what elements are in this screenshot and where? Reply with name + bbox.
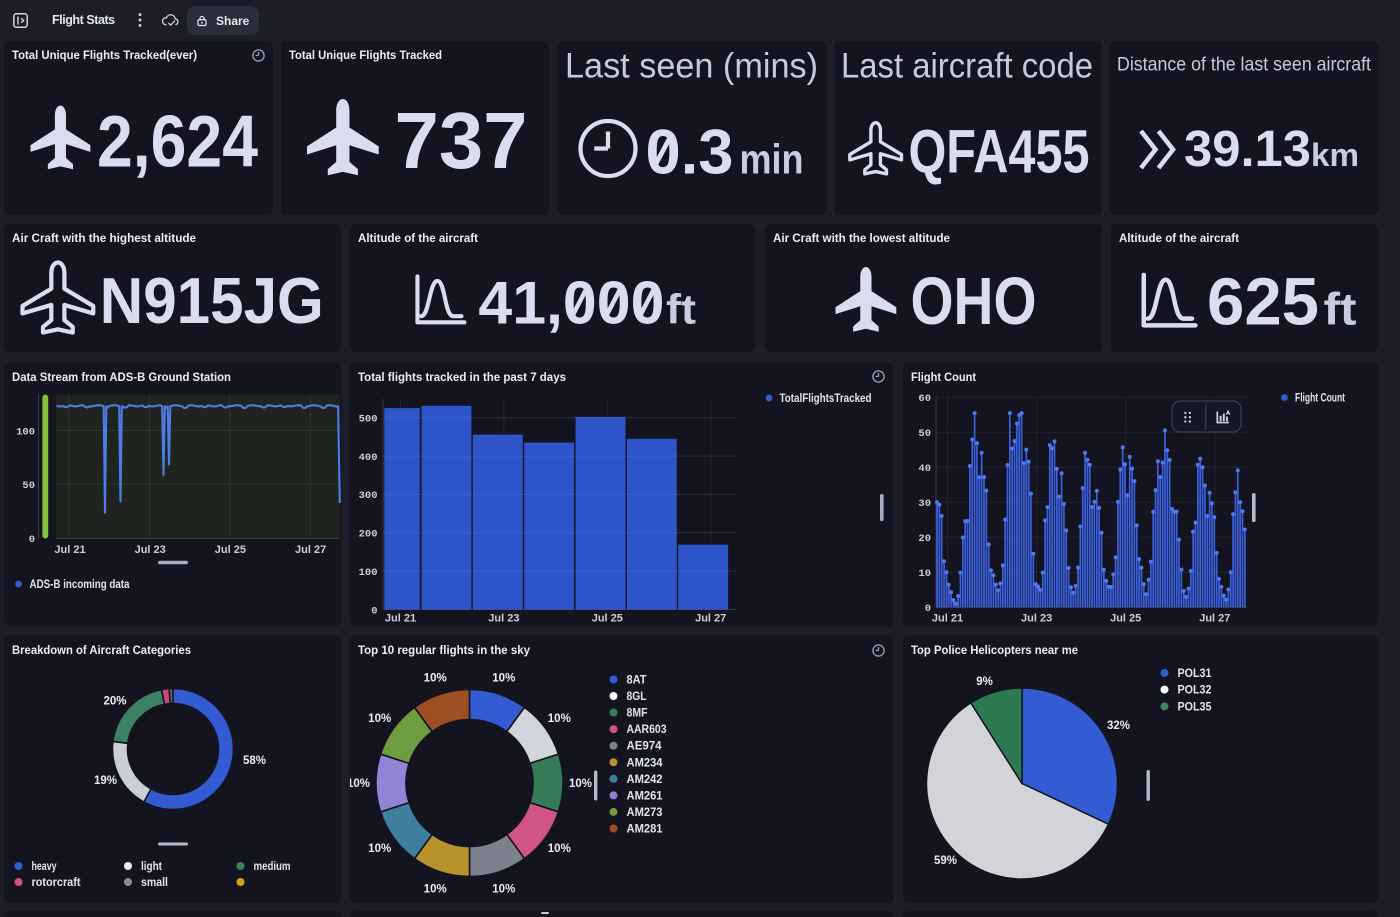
svg-text:10%: 10% — [368, 843, 391, 855]
svg-text:small: small — [141, 877, 168, 889]
svg-text:Flight Count: Flight Count — [1295, 393, 1345, 405]
svg-text:Last seen (mins): Last seen (mins) — [565, 47, 818, 86]
svg-text:Jul 25: Jul 25 — [215, 544, 246, 556]
svg-text:Jul 23: Jul 23 — [1021, 613, 1052, 625]
svg-text:AE974: AE974 — [627, 741, 663, 753]
svg-text:Altitude of the aircraft: Altitude of the aircraft — [1119, 233, 1239, 245]
svg-text:10%: 10% — [368, 713, 391, 725]
svg-text:OHO: OHO — [910, 264, 1036, 339]
svg-text:40: 40 — [918, 463, 931, 475]
svg-text:AM234: AM234 — [627, 757, 664, 769]
svg-text:Jul 25: Jul 25 — [592, 613, 623, 625]
svg-text:10%: 10% — [569, 778, 592, 790]
svg-text:50: 50 — [22, 480, 35, 492]
svg-text:TotalFlightsTracked: TotalFlightsTracked — [780, 393, 872, 405]
svg-text:Jul 21: Jul 21 — [385, 613, 416, 625]
svg-text:Jul 23: Jul 23 — [488, 613, 519, 625]
svg-text:20%: 20% — [103, 696, 126, 708]
svg-text:30: 30 — [918, 498, 931, 510]
svg-text:AM281: AM281 — [627, 823, 664, 835]
svg-text:medium: medium — [254, 861, 291, 873]
svg-text:9%: 9% — [976, 676, 993, 688]
svg-text:8MF: 8MF — [627, 708, 648, 720]
svg-text:Total flights tracked in the p: Total flights tracked in the past 7 days — [358, 372, 566, 384]
svg-text:0.3: 0.3 — [646, 118, 734, 188]
svg-text:ADS-B incoming data: ADS-B incoming data — [30, 579, 131, 591]
svg-text:200: 200 — [359, 529, 378, 541]
svg-text:10%: 10% — [548, 843, 571, 855]
svg-text:50: 50 — [918, 428, 931, 440]
svg-text:Top Police Helicopters near me: Top Police Helicopters near me — [911, 645, 1078, 657]
svg-text:10%: 10% — [492, 672, 515, 684]
svg-text:10: 10 — [918, 568, 931, 580]
svg-text:Jul 23: Jul 23 — [135, 544, 166, 556]
svg-text:0: 0 — [29, 534, 35, 546]
svg-text:heavy: heavy — [32, 861, 57, 873]
svg-text:Jul 27: Jul 27 — [695, 613, 726, 625]
svg-text:QFA455: QFA455 — [908, 118, 1089, 186]
svg-text:100: 100 — [359, 567, 378, 579]
svg-text:32%: 32% — [1107, 720, 1130, 732]
svg-text:Last aircraft code: Last aircraft code — [841, 47, 1093, 86]
svg-text:AM261: AM261 — [627, 790, 664, 802]
svg-text:100: 100 — [16, 427, 35, 439]
svg-text:2,624: 2,624 — [97, 102, 258, 183]
svg-text:737: 737 — [394, 96, 527, 185]
svg-text:625: 625 — [1207, 265, 1319, 340]
svg-text:Air Craft with the highest alt: Air Craft with the highest altitude — [12, 233, 196, 245]
svg-text:AM273: AM273 — [627, 807, 663, 819]
svg-text:Jul 21: Jul 21 — [54, 544, 85, 556]
svg-text:19%: 19% — [94, 775, 117, 787]
svg-text:rotorcraft: rotorcraft — [32, 877, 81, 889]
svg-text:10%: 10% — [548, 713, 571, 725]
svg-text:N915JG: N915JG — [100, 264, 324, 337]
svg-text:300: 300 — [359, 490, 378, 502]
svg-text:POL32: POL32 — [1178, 685, 1212, 697]
svg-text:Jul 27: Jul 27 — [295, 544, 326, 556]
svg-text:Jul 27: Jul 27 — [1199, 613, 1230, 625]
svg-text:400: 400 — [359, 452, 378, 464]
svg-text:39.13: 39.13 — [1184, 120, 1311, 177]
svg-text:60: 60 — [918, 393, 931, 405]
svg-text:8AT: 8AT — [627, 675, 647, 687]
svg-text:10%: 10% — [492, 884, 515, 896]
svg-text:20: 20 — [918, 533, 931, 545]
svg-text:Breakdown of Aircraft Categori: Breakdown of Aircraft Categories — [12, 645, 191, 657]
svg-text:10%: 10% — [350, 778, 370, 790]
svg-text:Total Unique Flights Tracked(e: Total Unique Flights Tracked(ever) — [12, 50, 197, 62]
svg-text:Altitude of the aircraft: Altitude of the aircraft — [358, 233, 478, 245]
svg-text:POL35: POL35 — [1178, 701, 1213, 713]
svg-text:Flight Count: Flight Count — [911, 372, 976, 384]
svg-text:Jul 25: Jul 25 — [1110, 613, 1141, 625]
svg-text:10%: 10% — [424, 884, 447, 896]
svg-text:POL31: POL31 — [1178, 668, 1213, 680]
svg-text:Air Craft with the lowest alti: Air Craft with the lowest altitude — [773, 233, 950, 245]
svg-text:Jul 21: Jul 21 — [932, 613, 963, 625]
svg-text:41,000: 41,000 — [478, 269, 664, 336]
svg-text:Top 10 regular flights in the: Top 10 regular flights in the sky — [358, 645, 531, 657]
svg-text:10%: 10% — [424, 672, 447, 684]
svg-text:0: 0 — [371, 605, 377, 617]
svg-text:ft: ft — [1324, 284, 1357, 335]
svg-text:59%: 59% — [934, 855, 957, 867]
svg-text:AM242: AM242 — [627, 774, 663, 786]
svg-text:58%: 58% — [243, 755, 266, 767]
svg-text:AAR603: AAR603 — [627, 724, 667, 736]
svg-text:Data Stream from ADS-B Ground: Data Stream from ADS-B Ground Station — [12, 372, 231, 384]
svg-text:min: min — [740, 136, 804, 183]
svg-text:500: 500 — [359, 414, 378, 426]
svg-text:Total Unique Flights Tracked: Total Unique Flights Tracked — [289, 50, 442, 62]
svg-text:Distance of the last seen airc: Distance of the last seen aircraft — [1117, 54, 1372, 76]
svg-text:ft: ft — [666, 285, 696, 332]
svg-text:km: km — [1311, 137, 1359, 173]
svg-text:light: light — [141, 861, 162, 873]
svg-text:8GL: 8GL — [627, 691, 647, 703]
svg-text:0: 0 — [925, 603, 931, 615]
